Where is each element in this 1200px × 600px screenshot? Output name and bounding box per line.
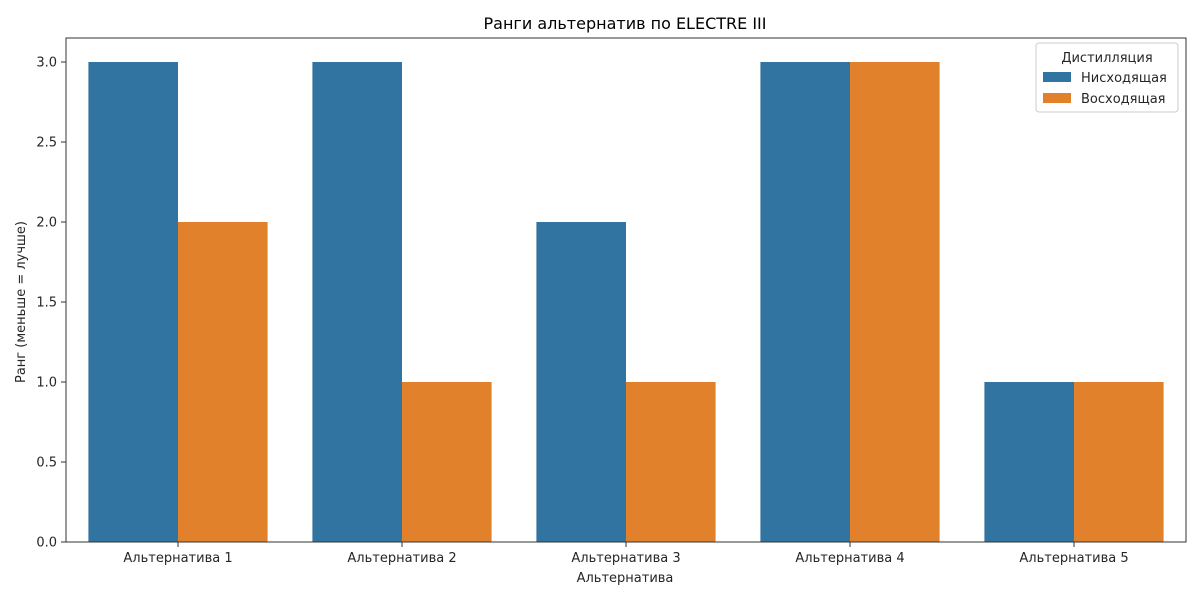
- bar-series-2-category-2: [402, 382, 492, 542]
- x-tick-label: Альтернатива 2: [347, 551, 456, 566]
- chart-title: Ранги альтернатив по ELECTRE III: [484, 14, 767, 33]
- y-axis: 0.0 0.5 1.0 1.5 2.0 2.5 3.0: [36, 56, 66, 551]
- x-axis-label: Альтернатива: [577, 571, 674, 586]
- bar-series-1-category-5: [984, 382, 1074, 542]
- bar-series-2-category-3: [626, 382, 716, 542]
- y-tick-label: 3.0: [36, 56, 57, 71]
- bar-series-1-category-2: [312, 62, 402, 542]
- bar-series-1-category-3: [536, 222, 626, 542]
- plot-area: [88, 62, 1164, 542]
- y-tick-label: 1.5: [36, 296, 57, 311]
- y-tick-label: 0.0: [36, 536, 57, 551]
- legend-label-series-1: Нисходящая: [1081, 71, 1167, 86]
- bar-series-1-category-1: [88, 62, 178, 542]
- x-axis: Альтернатива 1 Альтернатива 2 Альтернатива…: [123, 542, 1129, 566]
- legend-swatch-series-2: [1043, 93, 1071, 103]
- bar-series-2-category-5: [1074, 382, 1164, 542]
- y-tick-label: 1.0: [36, 376, 57, 391]
- x-tick-label: Альтернатива 4: [795, 551, 904, 566]
- legend-label-series-2: Восходящая: [1081, 92, 1166, 107]
- legend-title: Дистилляция: [1061, 51, 1152, 66]
- y-tick-label: 2.5: [36, 136, 57, 151]
- bar-series-2-category-4: [850, 62, 940, 542]
- y-tick-label: 0.5: [36, 456, 57, 471]
- x-tick-label: Альтернатива 1: [123, 551, 232, 566]
- y-axis-label: Ранг (меньше = лучше): [14, 221, 29, 383]
- legend-frame: [1035, 42, 1179, 113]
- x-tick-label: Альтернатива 3: [571, 551, 680, 566]
- legend: Дистилляция Нисходящая Восходящая: [1035, 42, 1179, 113]
- y-tick-label: 2.0: [36, 216, 57, 231]
- bar-series-1-category-4: [760, 62, 850, 542]
- bar-series-2-category-1: [178, 222, 268, 542]
- legend-swatch-series-1: [1043, 72, 1071, 82]
- x-tick-label: Альтернатива 5: [1019, 551, 1128, 566]
